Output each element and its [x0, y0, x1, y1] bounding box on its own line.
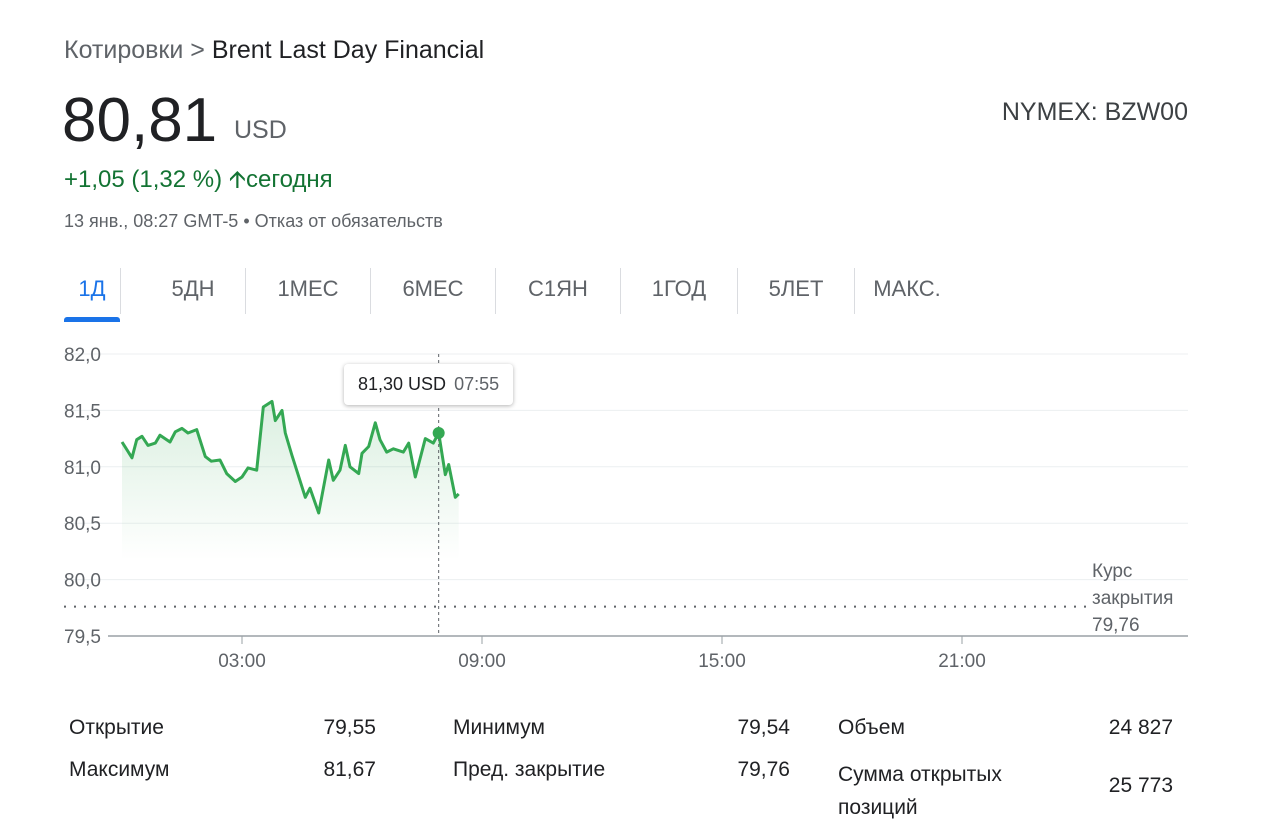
change-value: +1,05 (1,32 %): [64, 166, 223, 193]
x-tick-label: 15:00: [698, 651, 746, 672]
stat-value-volume: 24 827: [1108, 716, 1173, 739]
y-tick-label: 82,0: [64, 345, 101, 366]
stat-value-high: 81,67: [323, 758, 376, 781]
price-area-fill: [122, 401, 459, 560]
tab-ytd[interactable]: С1ЯН: [496, 268, 621, 314]
timestamp-line: 13 янв., 08:27 GMT-5 • Отказ от обязател…: [64, 211, 443, 232]
tab-5y[interactable]: 5ЛЕТ: [738, 268, 855, 314]
prev-close-label-2: закрытия: [1092, 588, 1174, 609]
tab-5d[interactable]: 5ДН: [141, 268, 246, 314]
stat-label-open-interest: Сумма открытых позиций: [838, 763, 1002, 819]
breadcrumb: Котировки > Brent Last Day Financial: [64, 36, 484, 65]
price: 80,81: [62, 86, 218, 155]
arrow-up-icon: 🡩: [228, 166, 247, 193]
stat-label-volume: Объем: [838, 716, 905, 739]
hover-point: [432, 426, 445, 439]
stat-label-high: Максимум: [69, 758, 170, 781]
price-change: +1,05 (1,32 %) 🡩сегодня: [64, 162, 333, 203]
stat-value-open: 79,55: [323, 716, 376, 739]
y-tick-label: 79,5: [64, 627, 101, 648]
tab-1y[interactable]: 1ГОД: [621, 268, 738, 314]
prev-close-value: 79,76: [1092, 615, 1140, 636]
range-tabs: 1Д 5ДН 1МЕС 6МЕС С1ЯН 1ГОД 5ЛЕТ МАКС.: [64, 268, 959, 322]
previous-close-label: Курс закрытия 79,76: [1092, 558, 1202, 639]
stat-value-prev-close: 79,76: [737, 758, 790, 781]
disclaimer-link[interactable]: Отказ от обязательств: [254, 211, 443, 231]
stat-value-low: 79,54: [737, 716, 790, 739]
tab-1m[interactable]: 1МЕС: [246, 268, 371, 314]
tooltip-price: 81,30 USD: [358, 374, 447, 394]
breadcrumb-current: Brent Last Day Financial: [211, 36, 485, 64]
stat-value-open-interest: 25 773: [1108, 774, 1173, 797]
change-period: сегодня: [246, 166, 333, 193]
price-line: [120, 399, 460, 515]
breadcrumb-separator: >: [190, 36, 205, 64]
stat-label-low: Минимум: [453, 716, 545, 739]
x-tick-label: 03:00: [218, 651, 266, 672]
exchange-symbol: NYMEX: BZW00: [1001, 98, 1188, 126]
y-tick-label: 81,5: [64, 401, 101, 422]
tooltip-time: 07:55: [454, 374, 500, 394]
x-tick-label: 09:00: [458, 651, 506, 672]
y-tick-label: 80,5: [64, 514, 101, 535]
currency: USD: [234, 116, 287, 144]
prev-close-label-1: Курс: [1092, 561, 1133, 582]
stat-label-prev-close: Пред. закрытие: [453, 758, 606, 781]
tooltip: 81,30 USD 07:55: [344, 364, 514, 405]
y-tick-label: 80,0: [64, 571, 101, 592]
tab-max[interactable]: МАКС.: [873, 276, 941, 301]
breadcrumb-parent-link[interactable]: Котировки: [64, 36, 184, 64]
tab-6m[interactable]: 6МЕС: [371, 268, 496, 314]
y-tick-label: 81,0: [64, 458, 101, 479]
stat-label-open: Открытие: [69, 716, 164, 739]
tab-1d[interactable]: 1Д: [64, 268, 121, 322]
x-tick-label: 21:00: [938, 651, 986, 672]
dot-separator: •: [243, 211, 250, 231]
timestamp: 13 янв., 08:27 GMT-5: [64, 211, 239, 231]
